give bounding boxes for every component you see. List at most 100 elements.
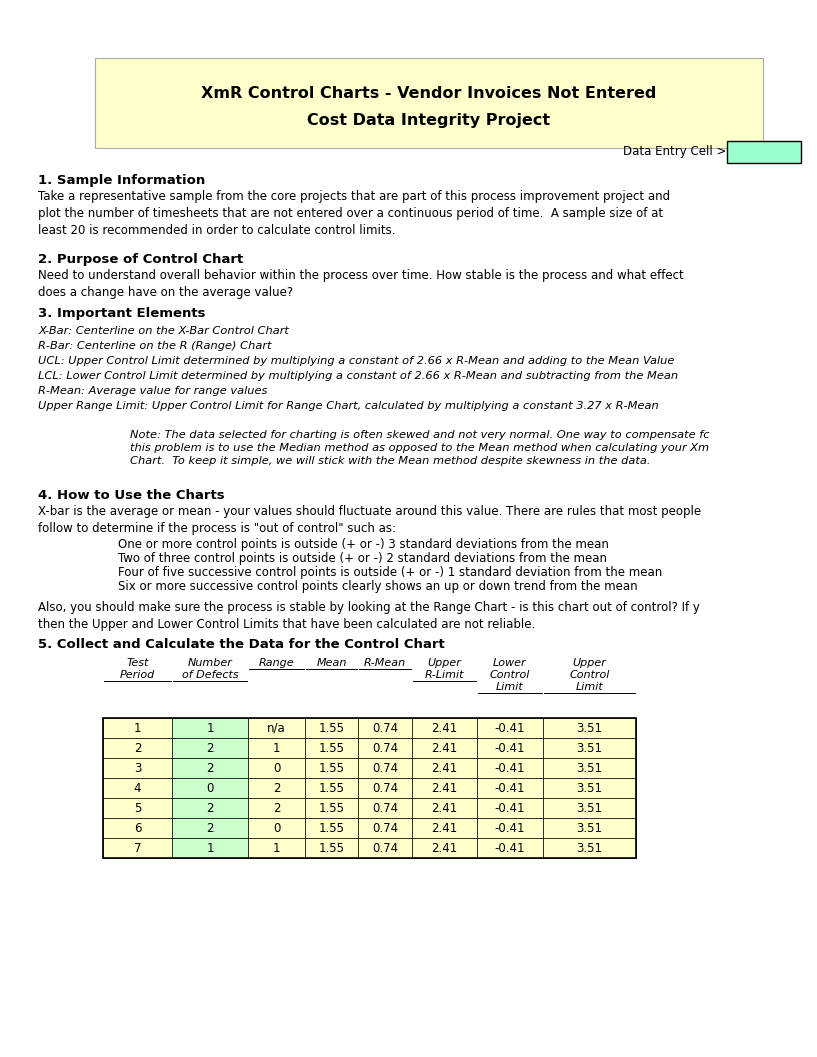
Text: 2.41: 2.41 <box>431 781 458 795</box>
Text: 3: 3 <box>134 761 141 775</box>
Text: 1: 1 <box>273 841 280 854</box>
Text: 3.51: 3.51 <box>577 781 602 795</box>
Text: 5: 5 <box>134 801 141 815</box>
Bar <box>477 718 543 738</box>
Bar <box>412 758 477 778</box>
Bar <box>305 838 358 858</box>
Text: 1.55: 1.55 <box>319 821 345 834</box>
Text: Mean: Mean <box>316 659 346 668</box>
Bar <box>103 738 172 758</box>
Text: Note: The data selected for charting is often skewed and not very normal. One wa: Note: The data selected for charting is … <box>130 430 709 466</box>
Bar <box>543 818 636 838</box>
Bar <box>358 718 412 738</box>
Text: Upper Range Limit: Upper Control Limit for Range Chart, calculated by multiplyin: Upper Range Limit: Upper Control Limit f… <box>38 401 659 411</box>
Text: Need to understand overall behavior within the process over time. How stable is : Need to understand overall behavior with… <box>38 268 684 299</box>
Bar <box>477 738 543 758</box>
Text: Data Entry Cell >: Data Entry Cell > <box>623 146 726 159</box>
Text: 1.55: 1.55 <box>319 722 345 735</box>
Text: 0.74: 0.74 <box>372 722 398 735</box>
Bar <box>543 778 636 798</box>
Text: Lower: Lower <box>493 659 527 668</box>
Text: Period: Period <box>120 670 155 680</box>
Text: Take a representative sample from the core projects that are part of this proces: Take a representative sample from the co… <box>38 190 670 237</box>
Text: 0: 0 <box>273 761 280 775</box>
Bar <box>248 738 305 758</box>
Bar <box>172 838 248 858</box>
Text: 1.55: 1.55 <box>319 801 345 815</box>
Text: -0.41: -0.41 <box>495 781 525 795</box>
Text: 2.41: 2.41 <box>431 841 458 854</box>
Bar <box>305 778 358 798</box>
Bar <box>248 718 305 738</box>
Bar <box>358 838 412 858</box>
Text: 2.41: 2.41 <box>431 761 458 775</box>
Text: Range: Range <box>259 659 294 668</box>
Text: 3.51: 3.51 <box>577 801 602 815</box>
Text: 4. How to Use the Charts: 4. How to Use the Charts <box>38 489 225 502</box>
Text: -0.41: -0.41 <box>495 821 525 834</box>
Bar <box>358 778 412 798</box>
Bar <box>543 718 636 738</box>
Text: UCL: Upper Control Limit determined by multiplying a constant of 2.66 x R-Mean a: UCL: Upper Control Limit determined by m… <box>38 356 674 366</box>
Text: -0.41: -0.41 <box>495 841 525 854</box>
Text: 4: 4 <box>134 781 141 795</box>
Text: Upper: Upper <box>573 659 606 668</box>
Text: 0.74: 0.74 <box>372 801 398 815</box>
Text: Number: Number <box>188 659 233 668</box>
Text: 1. Sample Information: 1. Sample Information <box>38 174 205 187</box>
Bar <box>305 818 358 838</box>
Text: 2: 2 <box>134 742 141 755</box>
Text: R-Mean: Average value for range values: R-Mean: Average value for range values <box>38 386 267 396</box>
Text: LCL: Lower Control Limit determined by multiplying a constant of 2.66 x R-Mean a: LCL: Lower Control Limit determined by m… <box>38 371 678 381</box>
Text: 1: 1 <box>134 722 141 735</box>
Bar <box>248 838 305 858</box>
Bar <box>172 738 248 758</box>
Bar <box>305 758 358 778</box>
Text: of Defects: of Defects <box>181 670 239 680</box>
Text: 3.51: 3.51 <box>577 761 602 775</box>
Text: Cost Data Integrity Project: Cost Data Integrity Project <box>307 112 551 128</box>
Text: 0.74: 0.74 <box>372 821 398 834</box>
Text: X-bar is the average or mean - your values should fluctuate around this value. T: X-bar is the average or mean - your valu… <box>38 505 701 535</box>
Bar <box>103 758 172 778</box>
Text: One or more control points is outside (+ or -) 3 standard deviations from the me: One or more control points is outside (+… <box>118 538 609 551</box>
Text: 3.51: 3.51 <box>577 742 602 755</box>
Bar <box>412 838 477 858</box>
Text: 3.51: 3.51 <box>577 722 602 735</box>
Bar <box>358 738 412 758</box>
Bar <box>477 818 543 838</box>
Text: 1.55: 1.55 <box>319 761 345 775</box>
Bar <box>248 798 305 818</box>
Bar <box>172 778 248 798</box>
Bar <box>543 838 636 858</box>
Bar <box>412 738 477 758</box>
Bar <box>172 758 248 778</box>
Bar <box>103 778 172 798</box>
Text: -0.41: -0.41 <box>495 742 525 755</box>
Text: 2: 2 <box>206 742 214 755</box>
Text: Upper: Upper <box>427 659 462 668</box>
Text: X-Bar: Centerline on the X-Bar Control Chart: X-Bar: Centerline on the X-Bar Control C… <box>38 326 289 336</box>
Text: -0.41: -0.41 <box>495 761 525 775</box>
Text: Limit: Limit <box>576 682 604 692</box>
Bar <box>358 758 412 778</box>
Text: Test: Test <box>127 659 149 668</box>
Text: 5. Collect and Calculate the Data for the Control Chart: 5. Collect and Calculate the Data for th… <box>38 638 444 651</box>
Text: 1: 1 <box>206 722 214 735</box>
Text: Also, you should make sure the process is stable by looking at the Range Chart -: Also, you should make sure the process i… <box>38 601 700 631</box>
Bar <box>412 798 477 818</box>
Text: 0.74: 0.74 <box>372 841 398 854</box>
Bar <box>477 778 543 798</box>
Bar <box>727 141 801 163</box>
Bar <box>358 798 412 818</box>
Bar <box>358 818 412 838</box>
Text: 1.55: 1.55 <box>319 781 345 795</box>
Bar <box>412 818 477 838</box>
Text: 3.51: 3.51 <box>577 821 602 834</box>
Bar <box>412 718 477 738</box>
Bar <box>543 758 636 778</box>
Text: 2.41: 2.41 <box>431 722 458 735</box>
Bar <box>172 718 248 738</box>
Bar <box>543 738 636 758</box>
Bar <box>248 758 305 778</box>
